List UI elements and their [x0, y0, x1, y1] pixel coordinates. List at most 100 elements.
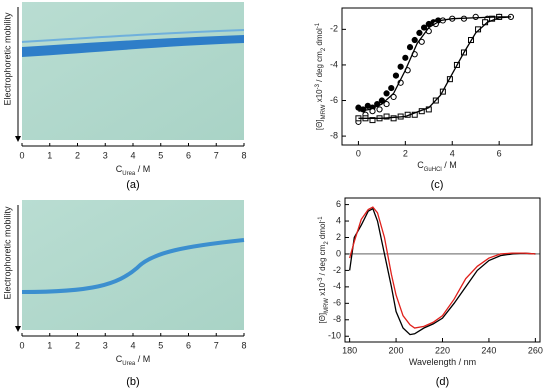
data-point [390, 115, 397, 122]
x-tick-label: 1 [47, 340, 52, 350]
y-axis-label-part: [Θ] [315, 119, 324, 130]
data-point [378, 97, 385, 104]
y-tick-label: -6 [333, 298, 341, 308]
y-tick-label: 2 [336, 232, 341, 242]
panel-label: (c) [431, 179, 444, 191]
data-point [388, 84, 395, 92]
y-tick-label: -10 [328, 331, 341, 341]
y-axis-label-part: x10 [318, 282, 327, 298]
data-line [348, 207, 536, 336]
data-point [383, 100, 390, 108]
x-tick-label: 4 [130, 340, 135, 350]
data-point [392, 72, 400, 79]
x-tick-label: 180 [342, 345, 357, 355]
y-axis-label-part: 2 [324, 241, 330, 245]
x-axis-label-part: Urea [122, 361, 136, 367]
y-axis-label-part: -3 [318, 277, 324, 283]
x-tick-label: 7 [214, 340, 219, 350]
x-tick-label: 8 [241, 150, 246, 160]
y-axis-label-part: -3 [315, 83, 321, 89]
x-tick-label: 7 [214, 150, 219, 160]
x-axis-label: CUrea / M [116, 164, 151, 176]
data-point [402, 54, 409, 61]
x-axis-label: CGuHCl / M [417, 160, 457, 172]
data-point [411, 111, 418, 118]
x-tick-label: 0 [19, 340, 24, 350]
data-point [369, 117, 376, 124]
x-axis-label-part: C [417, 160, 424, 170]
y-axis-label-part: MRW [324, 298, 330, 313]
x-tick-label: 3 [103, 340, 108, 350]
x-tick-label: 8 [241, 340, 246, 350]
y-axis-label-part: -1 [315, 22, 321, 28]
y-axis-label-part: [Θ] [318, 313, 327, 324]
plot-frame [341, 7, 533, 146]
panel-label: (d) [436, 376, 449, 388]
plot-frame [344, 197, 541, 343]
data-line [358, 16, 511, 119]
arrow-head [15, 136, 21, 142]
y-axis-label-part: MRW [321, 104, 327, 119]
data-line [358, 16, 511, 112]
x-tick-label: 4 [130, 150, 135, 160]
x-tick-label: 240 [481, 345, 496, 355]
y-tick-label: 6 [336, 199, 341, 209]
x-tick-label: 6 [186, 340, 191, 350]
data-point [416, 29, 423, 37]
x-axis-label: CUrea / M [116, 354, 151, 366]
y-axis-label-part: dmol [318, 222, 327, 242]
data-point [472, 13, 479, 20]
y-tick-label: -8 [333, 314, 341, 324]
y-axis-label-part: / deg cm [315, 51, 324, 84]
data-point [383, 90, 390, 97]
y-tick-label: 4 [336, 215, 341, 225]
y-tick-label: -4 [330, 59, 338, 69]
x-axis-label-part: GuHCl [424, 167, 442, 173]
y-axis-label-part: x10 [315, 89, 324, 105]
data-point [383, 113, 390, 120]
y-axis-label-part: / deg cm [318, 244, 327, 277]
x-tick-label: 200 [389, 345, 404, 355]
gel-band [21, 238, 245, 294]
x-axis-label-part: / M [135, 354, 150, 364]
y-tick-label: 0 [336, 248, 341, 258]
data-point [390, 93, 397, 101]
x-tick-label: 2 [75, 340, 80, 350]
data-point [406, 44, 414, 51]
data-point [376, 106, 383, 113]
y-tick-label: -6 [330, 95, 338, 105]
y-axis-label-part: -1 [318, 216, 324, 222]
panel-label: (a) [126, 179, 139, 191]
x-axis-label-part: / M [135, 164, 150, 174]
gel-band [21, 29, 245, 43]
x-tick-label: 1 [47, 150, 52, 160]
y-axis-label: Electrophoretic mobility [2, 12, 12, 106]
y-axis-label-part: dmol [315, 28, 324, 48]
x-tick-label: 5 [158, 150, 163, 160]
x-axis-label-part: Urea [122, 171, 136, 177]
gel-image [22, 200, 244, 330]
x-tick-label: 0 [356, 148, 361, 158]
arrow-head [15, 326, 21, 332]
y-tick-label: -4 [333, 281, 341, 291]
y-axis-label: [Θ]MRW x10-3 / deg cm2 dmol-1 [318, 216, 330, 324]
x-tick-label: 0 [19, 150, 24, 160]
x-tick-label: 6 [186, 150, 191, 160]
gel-image [22, 2, 244, 140]
x-tick-label: 2 [75, 150, 80, 160]
x-axis-label-part: / M [442, 160, 457, 170]
panel-label: (b) [126, 376, 139, 388]
x-axis-label-part: C [116, 354, 123, 364]
y-axis-label: [Θ]MRW x10-3 / deg cm2 dmol-1 [315, 22, 327, 130]
x-tick-label: 3 [103, 150, 108, 160]
x-tick-label: 2 [403, 148, 408, 158]
x-tick-label: 6 [497, 148, 502, 158]
x-axis-label-part: C [116, 164, 123, 174]
y-tick-label: -8 [330, 130, 338, 140]
x-axis-label: Wavelength / nm [409, 357, 476, 367]
data-point [489, 15, 496, 22]
y-axis-label-part: 2 [321, 47, 327, 51]
y-tick-label: -2 [333, 265, 341, 275]
